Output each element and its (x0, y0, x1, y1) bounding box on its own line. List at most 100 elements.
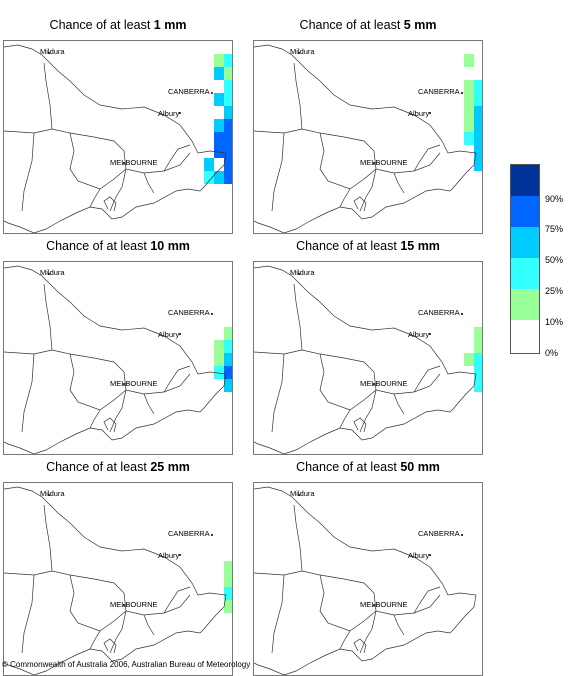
place-albury: Albury (158, 551, 180, 560)
boundary-line (21, 353, 35, 433)
probability-cell (224, 574, 232, 587)
place-albury: Albury (408, 330, 430, 339)
boundary-line (43, 504, 53, 572)
city-marker (461, 534, 463, 536)
probability-cell (474, 106, 482, 119)
boundary-line (339, 188, 351, 208)
legend-swatch-0 (511, 320, 539, 351)
probability-cell (464, 353, 474, 366)
boundary-line (103, 638, 117, 654)
city-marker (373, 604, 375, 606)
boundary-line (89, 630, 101, 650)
boundary-line (163, 144, 191, 172)
probability-cell (214, 340, 224, 353)
place-canberra: CANBERRA (418, 87, 460, 96)
boundary-line (89, 188, 101, 208)
probability-cell (214, 93, 224, 106)
probability-cell (224, 158, 232, 171)
probability-cell (224, 80, 232, 93)
boundary-line (271, 353, 285, 433)
probability-cell (474, 145, 482, 158)
boundary-line (254, 486, 477, 675)
city-marker (429, 554, 431, 556)
city-marker (429, 112, 431, 114)
probability-cell (464, 132, 474, 145)
map-svg (4, 44, 232, 233)
map-frame: Mildura CANBERRA Albury MELBOURNE (3, 261, 233, 455)
probability-cell (224, 67, 232, 80)
city-marker (298, 52, 300, 54)
probability-cell (224, 132, 232, 145)
probability-cell (224, 587, 232, 600)
city-marker (211, 534, 213, 536)
place-mildura: Mildura (40, 489, 65, 498)
boundary-line (163, 586, 191, 614)
boundary-line (254, 570, 377, 632)
boundary-line (254, 265, 477, 454)
city-marker (461, 92, 463, 94)
place-melbourne: MELBOURNE (110, 600, 158, 609)
probability-cell (474, 353, 482, 366)
probability-cell (214, 353, 224, 366)
city-marker (211, 92, 213, 94)
city-marker (48, 273, 50, 275)
probability-legend (510, 164, 540, 354)
boundary-line (359, 389, 377, 433)
legend-tick-0: 0% (545, 348, 559, 358)
boundary-line (69, 132, 191, 174)
copyright-notice: © Commonwealth of Australia 2006, Austra… (2, 660, 251, 669)
panel-title: Chance of at least 5 mm (253, 18, 483, 32)
boundary-line (163, 365, 191, 393)
legend-tick-75: 75% (545, 224, 564, 234)
city-marker (298, 273, 300, 275)
boundary-line (359, 168, 377, 212)
place-melbourne: MELBOURNE (110, 379, 158, 388)
probability-cell (474, 327, 482, 340)
boundary-line (319, 353, 441, 395)
rainfall-panel: Chance of at least 50 mm Mildura CANBERRA A… (253, 460, 483, 676)
boundary-line (359, 610, 377, 654)
boundary-line (4, 349, 127, 411)
probability-cell (224, 340, 232, 353)
place-melbourne: MELBOURNE (360, 600, 408, 609)
city-marker (179, 112, 181, 114)
legend-tick-50: 50% (545, 255, 564, 265)
map-svg (4, 265, 232, 454)
probability-cell (224, 145, 232, 158)
city-marker (179, 554, 181, 556)
probability-cell (224, 119, 232, 132)
city-marker (48, 494, 50, 496)
rainfall-panel: Chance of at least 5 mm Mildura CANBERRA Al… (253, 18, 483, 234)
place-albury: Albury (408, 109, 430, 118)
boundary-line (293, 504, 303, 572)
boundary-line (271, 132, 285, 212)
probability-cell (204, 158, 214, 171)
probability-cell (464, 93, 474, 106)
panel-title-prefix: Chance of at least (296, 239, 401, 253)
place-canberra: CANBERRA (168, 308, 210, 317)
city-marker (373, 162, 375, 164)
legend-swatch-90 (511, 165, 539, 196)
boundary-line (109, 389, 127, 433)
boundary-line (319, 132, 441, 174)
panel-title: Chance of at least 1 mm (3, 18, 233, 32)
boundary-line (109, 610, 127, 654)
panel-title-prefix: Chance of at least (49, 18, 154, 32)
boundary-line (89, 409, 101, 429)
boundary-line (143, 172, 155, 194)
boundary-line (353, 417, 367, 433)
boundary-line (254, 44, 477, 233)
panel-title-prefix: Chance of at least (46, 460, 151, 474)
place-canberra: CANBERRA (418, 529, 460, 538)
boundary-line (143, 393, 155, 415)
probability-cell (464, 106, 474, 119)
boundary-line (4, 570, 127, 632)
legend-tick-25: 25% (545, 286, 564, 296)
boundary-line (4, 44, 227, 233)
probability-cell (214, 366, 224, 379)
boundary-line (254, 349, 377, 411)
probability-cell (474, 119, 482, 132)
legend-swatch-25 (511, 258, 539, 289)
probability-cell (474, 158, 482, 171)
boundary-line (143, 614, 155, 636)
